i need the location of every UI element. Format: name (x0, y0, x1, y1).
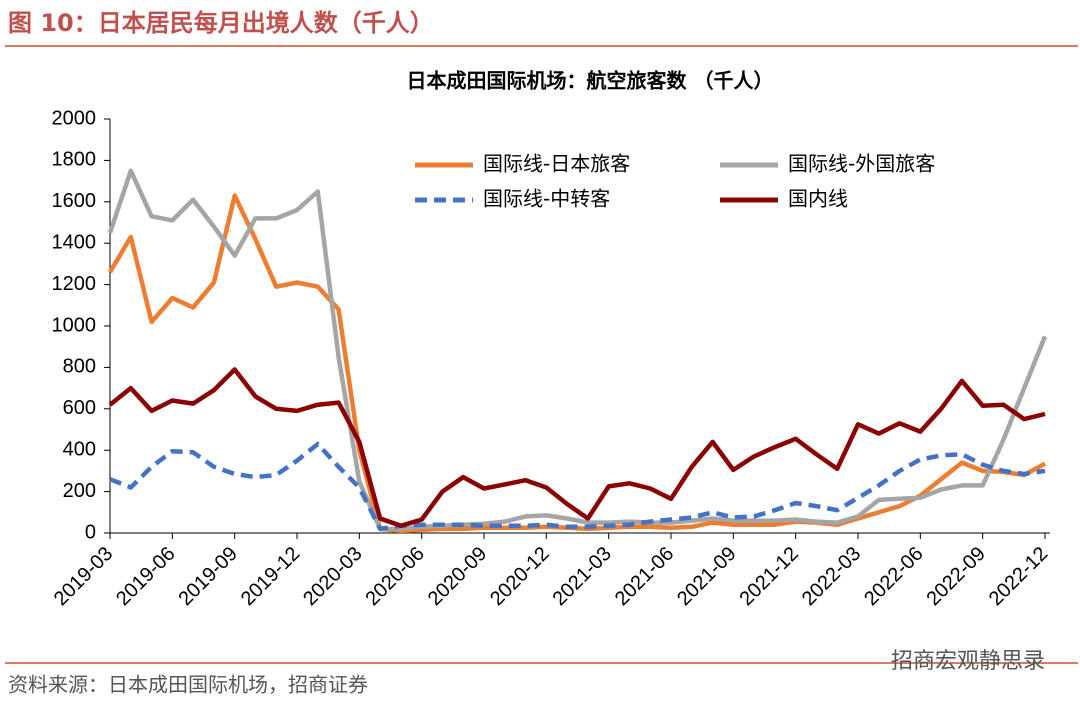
x-tick-label: 2019-03 (50, 543, 117, 610)
y-tick-label: 400 (63, 438, 96, 460)
legend-label: 国际线-外国旅客 (788, 152, 935, 176)
y-tick-label: 1200 (52, 273, 97, 295)
x-tick-label: 2021-12 (735, 543, 802, 610)
y-tick-label: 1800 (52, 149, 97, 171)
y-tick-label: 200 (63, 480, 96, 502)
x-tick-label: 2020-09 (424, 543, 491, 610)
watermark: 招商宏观静思录 (891, 649, 1045, 674)
chart-title: 日本成田国际机场：航空旅客数 （千人） (407, 69, 774, 93)
x-tick-label: 2022-03 (798, 543, 865, 610)
y-tick-label: 1400 (52, 231, 97, 253)
y-tick-label: 0 (85, 521, 96, 543)
y-tick-label: 2000 (52, 107, 97, 129)
y-tick-label: 1600 (52, 190, 97, 212)
figure-title: 图 10：日本居民每月出境人数（千人） (8, 9, 434, 37)
legend-label: 国际线-日本旅客 (483, 152, 630, 176)
y-tick-label: 1000 (52, 314, 97, 336)
x-tick-label: 2019-09 (174, 543, 241, 610)
series-line (107, 168, 1048, 532)
x-tick-label: 2021-06 (611, 543, 678, 610)
x-tick-label: 2019-06 (112, 543, 179, 610)
x-tick-label: 2019-12 (237, 543, 304, 610)
x-tick-label: 2020-03 (299, 543, 366, 610)
x-tick-label: 2021-03 (548, 543, 615, 610)
series-line (108, 367, 1046, 529)
legend-label: 国际线-中转客 (483, 187, 610, 211)
series-line (108, 193, 1047, 534)
series-line (109, 441, 1046, 532)
x-tick-label: 2022-09 (922, 543, 989, 610)
y-tick-label: 600 (63, 397, 96, 419)
x-tick-label: 2021-09 (673, 543, 740, 610)
x-tick-label: 2020-06 (361, 543, 428, 610)
source: 资料来源：日本成田国际机场，招商证券 (8, 673, 368, 697)
x-tick-label: 2020-12 (486, 543, 553, 610)
x-tick-label: 2022-12 (985, 543, 1052, 610)
y-tick-label: 800 (63, 356, 96, 378)
legend-label: 国内线 (788, 187, 848, 211)
x-tick-label: 2022-06 (860, 543, 927, 610)
